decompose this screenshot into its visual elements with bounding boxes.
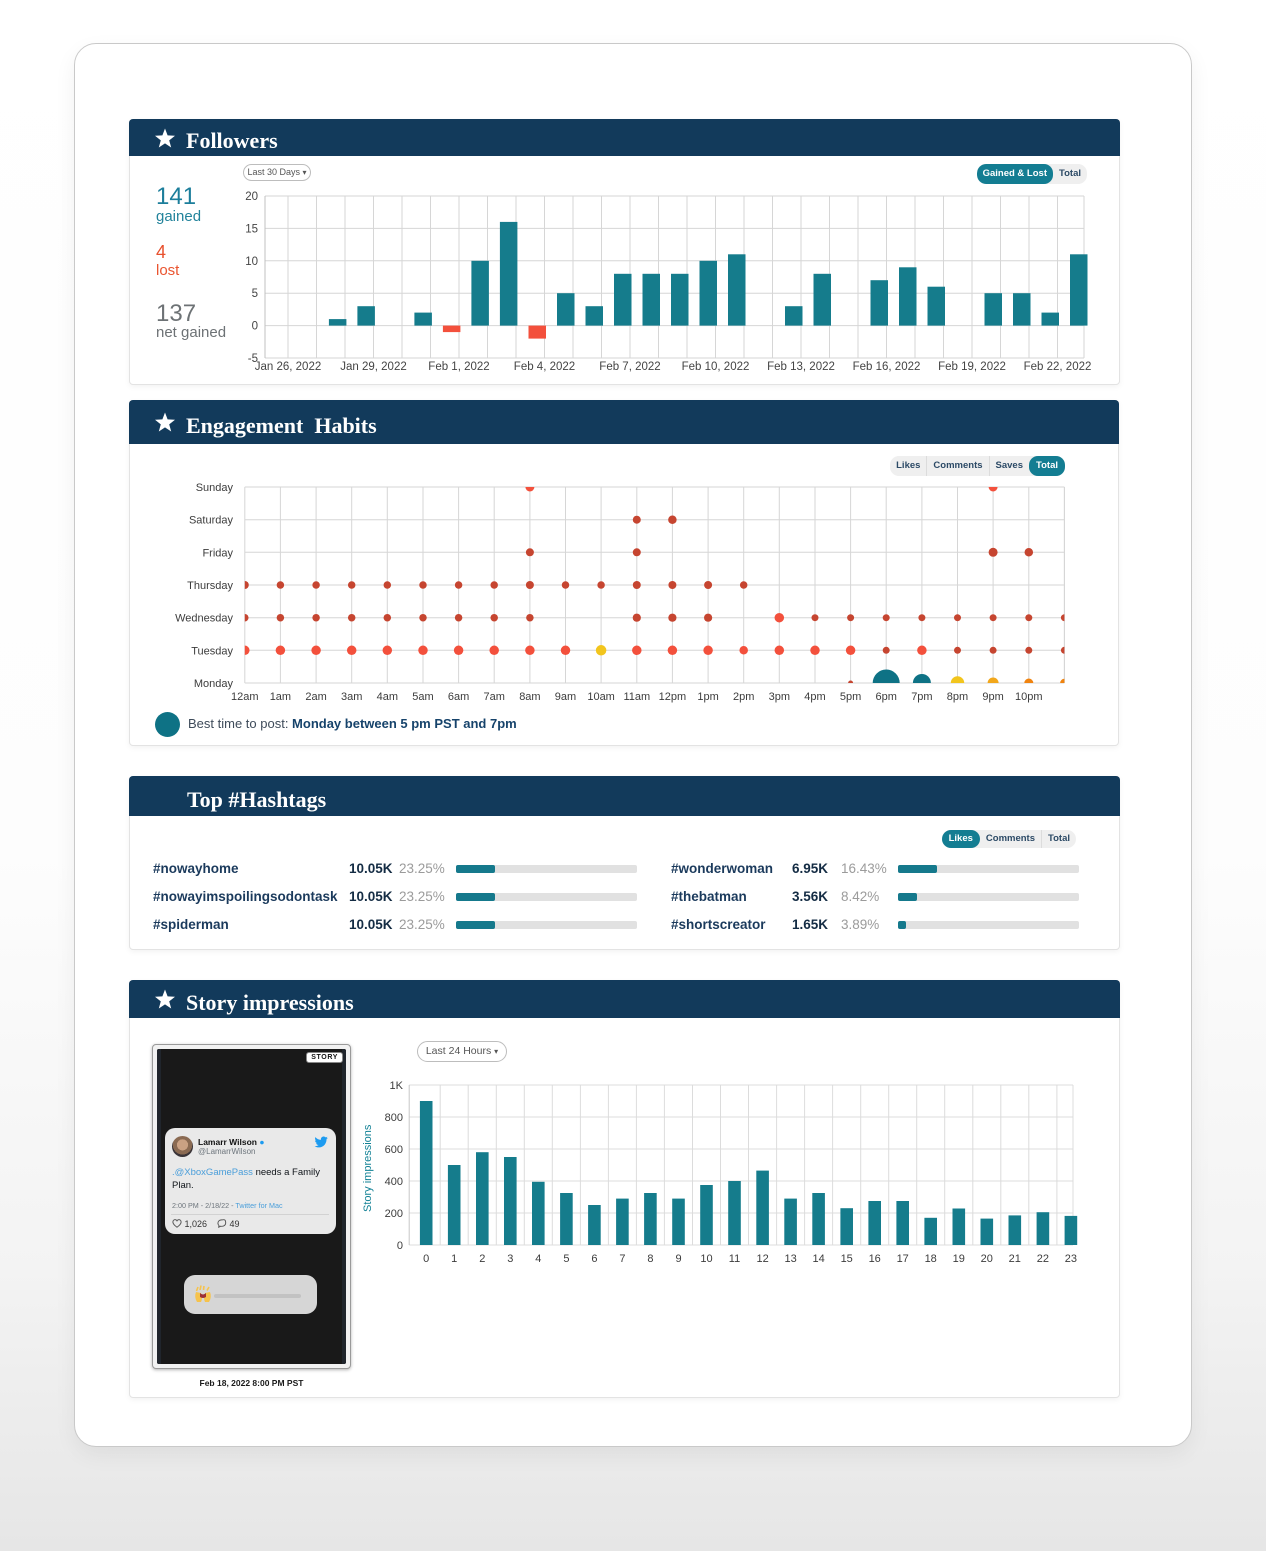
svg-text:8am: 8am <box>519 691 540 703</box>
svg-text:11am: 11am <box>623 691 650 703</box>
svg-text:2am: 2am <box>305 691 326 703</box>
svg-text:6am: 6am <box>448 691 469 703</box>
svg-text:13: 13 <box>784 1253 796 1265</box>
svg-text:3am: 3am <box>341 691 362 703</box>
svg-text:19: 19 <box>953 1253 965 1265</box>
svg-text:Jan 29, 2022: Jan 29, 2022 <box>340 361 407 373</box>
svg-text:800: 800 <box>385 1112 403 1124</box>
svg-text:20: 20 <box>245 191 258 203</box>
svg-text:7: 7 <box>619 1253 625 1265</box>
svg-text:5pm: 5pm <box>840 691 861 703</box>
svg-text:11: 11 <box>729 1253 740 1265</box>
svg-text:200: 200 <box>385 1208 403 1220</box>
svg-text:Feb 4, 2022: Feb 4, 2022 <box>514 361 575 373</box>
svg-text:22: 22 <box>1037 1253 1049 1265</box>
svg-text:Monday: Monday <box>194 678 234 690</box>
svg-text:14: 14 <box>812 1253 824 1265</box>
svg-text:5: 5 <box>563 1253 569 1265</box>
svg-text:1pm: 1pm <box>697 691 718 703</box>
svg-text:1: 1 <box>451 1253 457 1265</box>
svg-text:Jan 26, 2022: Jan 26, 2022 <box>255 361 322 373</box>
svg-text:Feb 13, 2022: Feb 13, 2022 <box>767 361 835 373</box>
svg-text:Sunday: Sunday <box>196 482 234 494</box>
svg-text:4pm: 4pm <box>804 691 825 703</box>
svg-text:12am: 12am <box>231 691 259 703</box>
svg-text:Feb 10, 2022: Feb 10, 2022 <box>682 361 750 373</box>
svg-text:Feb 19, 2022: Feb 19, 2022 <box>938 361 1006 373</box>
svg-text:10: 10 <box>700 1253 712 1265</box>
svg-text:3: 3 <box>507 1253 513 1265</box>
svg-text:5am: 5am <box>412 691 433 703</box>
svg-text:600: 600 <box>385 1144 403 1156</box>
svg-text:0: 0 <box>252 321 258 333</box>
svg-text:10pm: 10pm <box>1015 691 1043 703</box>
svg-text:18: 18 <box>925 1253 937 1265</box>
svg-text:Feb 16, 2022: Feb 16, 2022 <box>853 361 921 373</box>
svg-text:Tuesday: Tuesday <box>191 645 233 657</box>
svg-text:9pm: 9pm <box>982 691 1003 703</box>
svg-text:23: 23 <box>1065 1253 1077 1265</box>
svg-text:9: 9 <box>675 1253 681 1265</box>
svg-text:16: 16 <box>869 1253 881 1265</box>
svg-text:10am: 10am <box>587 691 615 703</box>
svg-text:20: 20 <box>981 1253 993 1265</box>
svg-text:Feb 7, 2022: Feb 7, 2022 <box>599 361 660 373</box>
svg-text:12pm: 12pm <box>659 691 687 703</box>
svg-text:Feb 22, 2022: Feb 22, 2022 <box>1024 361 1092 373</box>
svg-text:9am: 9am <box>555 691 576 703</box>
svg-text:12: 12 <box>756 1253 768 1265</box>
svg-text:Feb 1, 2022: Feb 1, 2022 <box>428 361 489 373</box>
svg-text:400: 400 <box>385 1176 403 1188</box>
svg-text:1K: 1K <box>390 1080 404 1092</box>
svg-text:7pm: 7pm <box>911 691 932 703</box>
svg-text:-5: -5 <box>248 353 258 365</box>
svg-text:Wednesday: Wednesday <box>175 613 233 625</box>
svg-text:7am: 7am <box>483 691 504 703</box>
svg-text:4am: 4am <box>377 691 398 703</box>
svg-text:15: 15 <box>841 1253 853 1265</box>
svg-text:0: 0 <box>397 1240 403 1252</box>
svg-text:2pm: 2pm <box>733 691 754 703</box>
svg-text:Thursday: Thursday <box>187 580 233 592</box>
svg-text:5: 5 <box>252 288 258 300</box>
svg-text:15: 15 <box>245 223 258 235</box>
svg-text:8pm: 8pm <box>947 691 968 703</box>
svg-text:6: 6 <box>591 1253 597 1265</box>
svg-text:6pm: 6pm <box>875 691 896 703</box>
svg-text:0: 0 <box>423 1253 429 1265</box>
svg-text:8: 8 <box>647 1253 653 1265</box>
svg-text:3pm: 3pm <box>769 691 790 703</box>
svg-text:4: 4 <box>535 1253 541 1265</box>
svg-text:Saturday: Saturday <box>189 515 234 527</box>
svg-text:10: 10 <box>245 256 258 268</box>
svg-text:Friday: Friday <box>202 547 233 559</box>
svg-text:21: 21 <box>1009 1253 1021 1265</box>
svg-text:17: 17 <box>897 1253 909 1265</box>
svg-text:1am: 1am <box>270 691 291 703</box>
svg-text:2: 2 <box>479 1253 485 1265</box>
